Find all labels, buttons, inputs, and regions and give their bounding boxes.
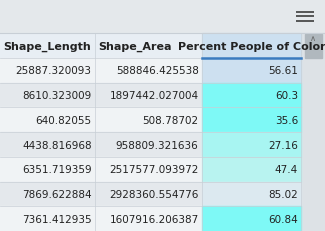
Bar — [202, 207, 301, 231]
Bar — [95, 182, 202, 207]
Bar — [95, 34, 202, 59]
Bar — [301, 34, 325, 231]
Bar — [0, 59, 95, 83]
Text: 60.3: 60.3 — [275, 91, 298, 101]
Bar — [0, 0, 325, 34]
Bar — [202, 59, 301, 83]
Text: 85.02: 85.02 — [268, 189, 298, 199]
Text: Shape_Length: Shape_Length — [3, 41, 91, 52]
Text: Percent People of Color: Percent People of Color — [178, 42, 325, 52]
Text: 4438.816968: 4438.816968 — [22, 140, 92, 150]
Bar — [0, 207, 95, 231]
Text: 508.78702: 508.78702 — [142, 115, 199, 125]
Text: 1897442.027004: 1897442.027004 — [110, 91, 199, 101]
Bar — [0, 83, 95, 108]
Bar — [0, 133, 95, 157]
Bar — [305, 35, 322, 58]
Text: 1607916.206387: 1607916.206387 — [109, 214, 199, 224]
Text: 47.4: 47.4 — [275, 164, 298, 174]
Bar — [95, 59, 202, 83]
Bar — [0, 34, 95, 59]
Bar — [202, 182, 301, 207]
Bar — [202, 157, 301, 182]
Text: 958809.321636: 958809.321636 — [116, 140, 199, 150]
Bar — [0, 182, 95, 207]
Bar — [0, 157, 95, 182]
Text: 8610.323009: 8610.323009 — [22, 91, 92, 101]
Text: 6351.719359: 6351.719359 — [22, 164, 92, 174]
Text: 7869.622884: 7869.622884 — [22, 189, 92, 199]
Text: 56.61: 56.61 — [268, 66, 298, 76]
Bar — [202, 108, 301, 133]
Bar — [95, 133, 202, 157]
Text: 60.84: 60.84 — [268, 214, 298, 224]
Bar — [95, 207, 202, 231]
Bar — [0, 108, 95, 133]
Text: Shape_Area: Shape_Area — [98, 41, 172, 52]
Text: ∧: ∧ — [310, 34, 316, 43]
Text: 7361.412935: 7361.412935 — [22, 214, 92, 224]
Bar — [95, 83, 202, 108]
Text: 2928360.554776: 2928360.554776 — [109, 189, 199, 199]
Bar — [202, 133, 301, 157]
Text: 27.16: 27.16 — [268, 140, 298, 150]
Text: 588846.425538: 588846.425538 — [116, 66, 199, 76]
Bar — [202, 34, 301, 59]
Text: 35.6: 35.6 — [275, 115, 298, 125]
Text: 640.82055: 640.82055 — [35, 115, 92, 125]
Bar — [95, 108, 202, 133]
Text: 25887.320093: 25887.320093 — [16, 66, 92, 76]
Bar — [95, 157, 202, 182]
Text: 2517577.093972: 2517577.093972 — [109, 164, 199, 174]
Bar — [202, 83, 301, 108]
